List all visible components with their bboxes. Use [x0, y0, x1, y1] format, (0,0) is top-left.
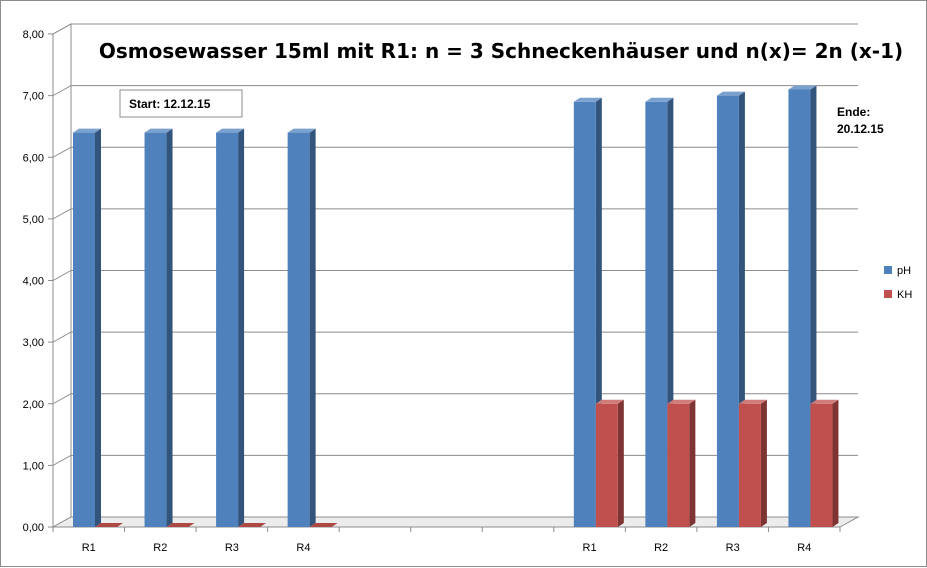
y-tick-label: 7,00	[23, 91, 44, 103]
x-tick-label: R1	[82, 542, 96, 554]
legend: pH KH	[884, 265, 912, 301]
y-tick-label: 5,00	[23, 214, 44, 226]
bar-kh-7	[595, 399, 624, 527]
x-tick-label: R2	[153, 542, 167, 554]
x-tick-label: R2	[654, 542, 668, 554]
bar-kh-1	[166, 523, 195, 527]
bar-kh-9	[738, 399, 767, 527]
y-tick-label: 8,00	[23, 29, 44, 41]
y-tick-label: 0,00	[23, 522, 44, 534]
y-tick-label: 4,00	[23, 276, 44, 288]
bar-kh-3	[309, 523, 338, 527]
x-tick-label: R1	[583, 542, 597, 554]
chart-title: Osmosewasser 15ml mit R1: n = 3 Schnecke…	[99, 39, 903, 63]
bar-ph-1	[144, 128, 173, 527]
tick-labels: 0,00 1,00 2,00 3,00 4,00 5,00 6,00 7,00 8,00 R1 R2…	[23, 29, 812, 554]
legend-label-kh: KH	[897, 289, 912, 301]
bars	[73, 85, 839, 528]
x-tick-label: R4	[296, 542, 310, 554]
bar-kh-0	[95, 523, 123, 527]
y-tick-label: 2,00	[23, 399, 44, 411]
bar-ph-3	[287, 128, 316, 527]
y-tick-label: 3,00	[23, 337, 44, 349]
annotations: Start: 12.12.15 Ende: 20.12.15	[119, 89, 884, 136]
bar-ph-0	[73, 128, 101, 527]
bar-kh-8	[667, 399, 696, 527]
y-tick-label: 6,00	[23, 152, 44, 164]
x-tick-label: R3	[225, 542, 239, 554]
x-tick-label: R3	[726, 542, 740, 554]
y-tick-label: 1,00	[23, 460, 44, 472]
gridline	[52, 85, 858, 97]
end-annotation-line-2: 20.12.15	[837, 122, 884, 136]
start-annotation: Start: 12.12.15	[129, 97, 211, 111]
bar-kh-2	[238, 523, 267, 527]
start-annotation-box	[119, 89, 243, 118]
end-annotation-line-1: Ende:	[837, 105, 870, 119]
bar-kh-10	[810, 399, 839, 527]
x-tick-label: R4	[797, 542, 811, 554]
legend-swatch-ph	[884, 266, 892, 274]
gridline	[52, 23, 858, 35]
bar-ph-2	[216, 128, 245, 527]
legend-label-ph: pH	[897, 265, 911, 277]
legend-swatch-kh	[884, 290, 892, 298]
